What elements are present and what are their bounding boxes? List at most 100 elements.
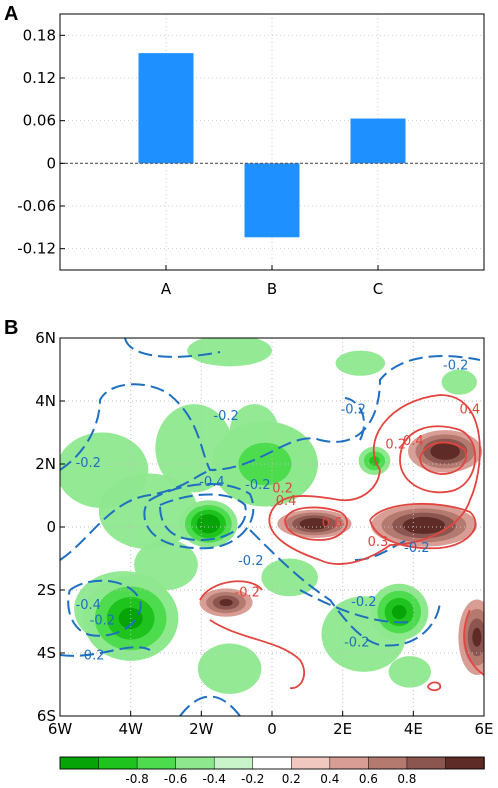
colorbar-label: -0.2 (241, 772, 264, 786)
y-tick-label: -0.12 (17, 240, 56, 258)
colorbar-swatch (98, 756, 138, 770)
x-tick-label: 6E (474, 720, 493, 738)
x-tick-label: 2E (333, 720, 352, 738)
shading-blob (98, 473, 198, 550)
shading-core (219, 599, 233, 607)
contour-label: 0.2 (272, 481, 293, 496)
x-tick-label: A (161, 280, 172, 298)
x-tick-label: 0 (267, 720, 277, 738)
contour-line (179, 695, 241, 716)
x-tick-label: C (373, 280, 383, 298)
colorbar-swatch (445, 756, 485, 770)
x-tick-label: 6W (48, 720, 73, 738)
colorbar-swatches (59, 756, 485, 770)
colorbar-swatch (252, 756, 293, 770)
contour-label: -0.2 (344, 636, 369, 651)
map-shading (60, 338, 484, 694)
x-tick-label: 4E (404, 720, 423, 738)
y-tick-label: 4S (37, 644, 56, 662)
shading-blob (441, 369, 477, 395)
colorbar-swatch (59, 756, 100, 770)
map-grid (60, 338, 484, 716)
bar-A (138, 53, 194, 164)
shading-blob (134, 539, 198, 590)
y-tick-label: 0 (46, 518, 56, 536)
contour-label: -0.2 (76, 456, 101, 471)
colorbar-labels: -0.8 -0.6 -0.4 -0.2 0.2 0.4 0.6 0.8 (125, 772, 416, 786)
colorbar-swatch (291, 756, 331, 770)
colorbar-frame (59, 756, 485, 770)
colorbar-swatch (329, 756, 370, 770)
contour-label: -0.2 (213, 409, 238, 424)
y-tick-label: 0.12 (23, 69, 56, 87)
colorbar: -0.8 -0.6 -0.4 -0.2 0.2 0.4 0.6 0.8 (59, 756, 485, 786)
panel-b-label: B (4, 317, 18, 339)
colorbar-label: -0.4 (202, 772, 225, 786)
positive-contours (199, 394, 484, 692)
contour-label: 0.2 (385, 437, 406, 452)
colorbar-swatch (175, 756, 215, 770)
colorbar-label: 0.2 (282, 772, 301, 786)
contour-line (299, 589, 411, 624)
shading-blob (261, 558, 318, 597)
y-tick-label: 0 (46, 154, 56, 172)
colorbar-label: -0.6 (164, 772, 187, 786)
colorbar-swatch (136, 756, 177, 770)
contour-label: -0.2 (351, 595, 376, 610)
contour-label: 0.6 (322, 516, 343, 531)
y-tick-label: -0.06 (17, 197, 56, 215)
x-tick-label: B (267, 280, 277, 298)
y-tick-label: 4N (35, 392, 56, 410)
panel-a-label: A (4, 3, 18, 25)
colorbar-label: 0.6 (359, 772, 378, 786)
x-tick-label: 2W (189, 720, 214, 738)
negative-contours (60, 338, 481, 716)
contour-line (463, 609, 484, 676)
contour-label: -0.2 (238, 554, 263, 569)
bar-B (244, 163, 300, 238)
contour-label: -0.2 (90, 614, 115, 629)
contour-line (60, 355, 481, 472)
contour-label: -0.2 (341, 403, 366, 418)
map-chart: -0.2-0.2-0.2-0.2-0.4 -0.2-0.2-0.4-0.2-0.2… (35, 329, 493, 738)
contour-line (60, 646, 151, 657)
contour-line (60, 469, 216, 561)
x-tick-label: 4W (118, 720, 143, 738)
contour-label: -0.4 (199, 475, 224, 490)
colorbar-swatch (213, 756, 254, 770)
bar-chart: -0.12 -0.06 0 0.06 0.12 0.18 A B C (17, 13, 485, 298)
contour-line (159, 493, 247, 542)
contour-label: 0.3 (368, 535, 389, 550)
bar-C (350, 118, 406, 164)
bar-y-axis: -0.12 -0.06 0 0.06 0.12 0.18 (17, 26, 65, 258)
shading-blob (335, 350, 386, 376)
contour-line (124, 338, 221, 358)
shading-blob (197, 643, 262, 694)
contour-line (399, 425, 477, 494)
shading-core (472, 627, 482, 647)
shading-core (202, 519, 215, 529)
contour-line (419, 441, 467, 475)
colorbar-swatch (368, 756, 408, 770)
contour-label: 0.4 (276, 494, 297, 509)
colorbar-label: 0.4 (320, 772, 339, 786)
contour-label: -0.2 (404, 541, 429, 556)
colorbar-label: -0.8 (125, 772, 148, 786)
contour-line (143, 483, 255, 550)
shading-blob (187, 338, 272, 367)
shading-blob (388, 656, 431, 688)
contour-label: -0.2 (235, 585, 260, 600)
contour-line (268, 394, 481, 565)
y-tick-label: 6S (37, 707, 56, 725)
bar-x-axis: A B C (161, 265, 383, 298)
contour-line (427, 681, 442, 692)
colorbar-swatch (406, 756, 447, 770)
shading-core (306, 521, 322, 527)
y-tick-label: 2N (35, 455, 56, 473)
contour-line (284, 506, 348, 541)
contour-label: -0.2 (245, 478, 270, 493)
bar-series (138, 53, 406, 238)
contour-label: -0.2 (79, 648, 104, 663)
y-tick-label: 6N (35, 329, 56, 347)
y-tick-label: 0.18 (23, 26, 56, 44)
